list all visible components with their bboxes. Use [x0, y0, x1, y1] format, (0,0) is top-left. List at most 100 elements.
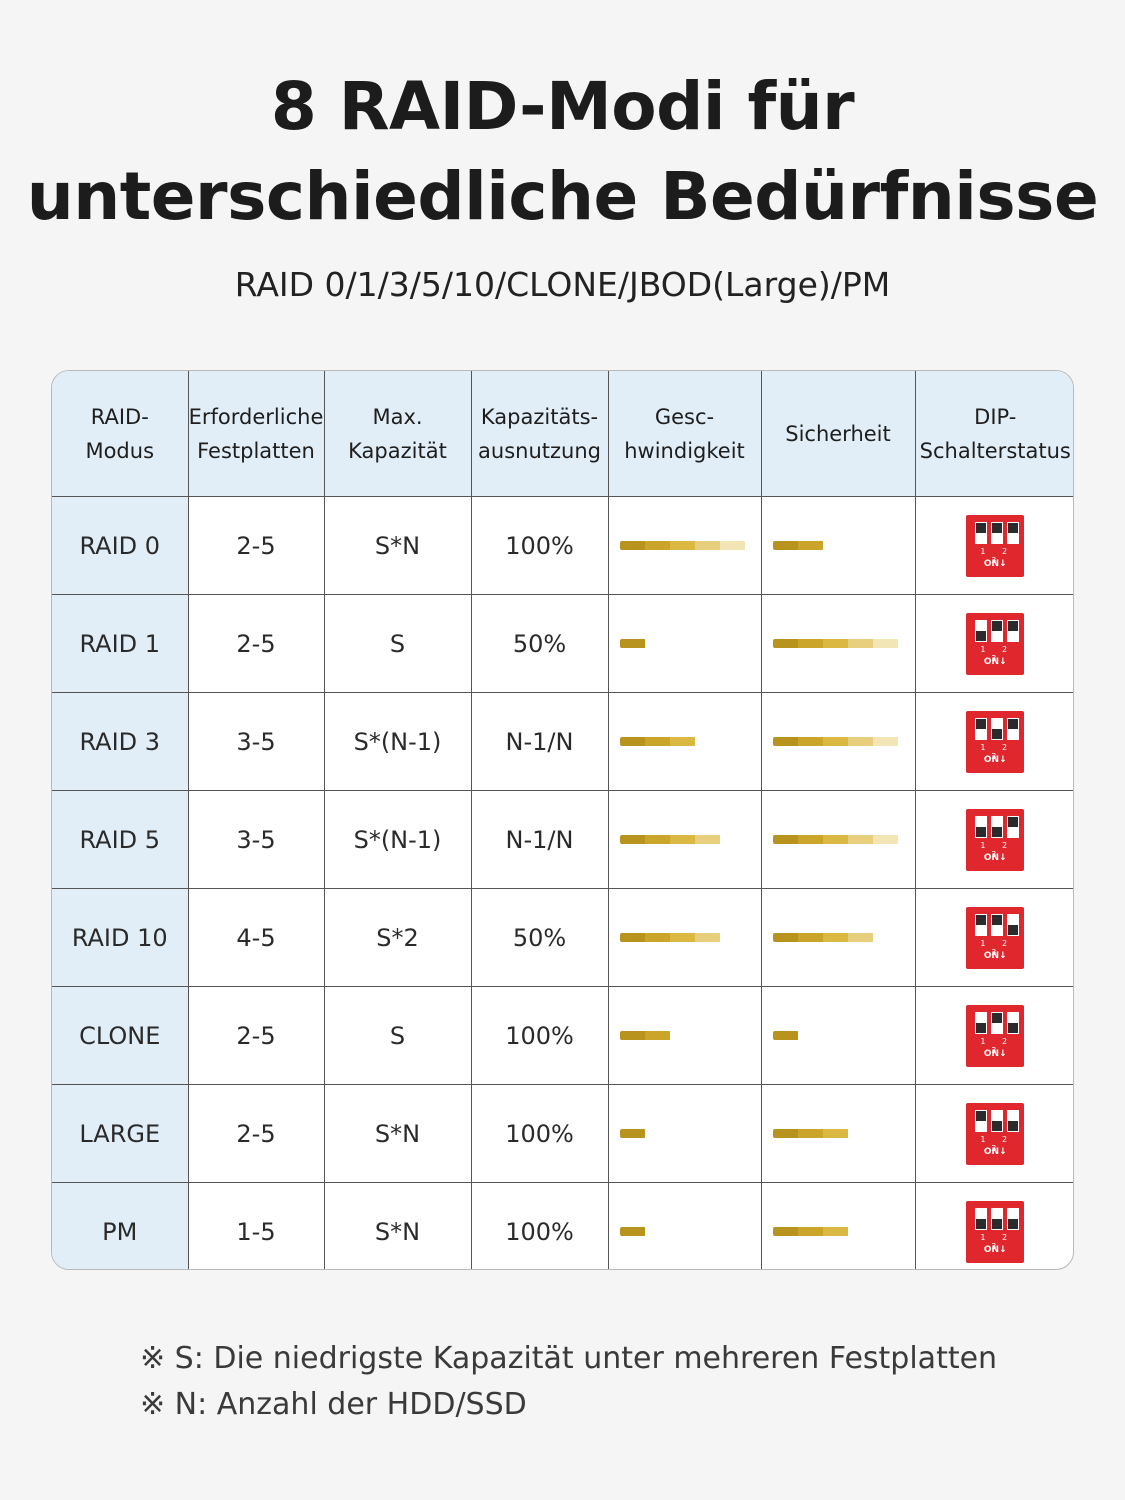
header-line: Erforderliche: [188, 404, 324, 429]
rating-segment: [847, 835, 873, 844]
rating-segment: [797, 933, 823, 942]
dip-knob: [976, 1022, 987, 1033]
dip-switch-2: [991, 717, 1004, 740]
footnote-n: ※ N: Anzahl der HDD/SSD: [140, 1387, 527, 1422]
dip-switch-2: [991, 913, 1004, 936]
rating-segment: [669, 835, 695, 844]
dip-knob: [976, 1218, 987, 1229]
usage-cell: N-1/N: [471, 790, 609, 889]
rating-segment: [694, 933, 720, 942]
dip-knob: [976, 630, 987, 641]
dip-cell: 1 2 3 ON↓: [915, 594, 1073, 693]
dip-on-label: ON↓: [983, 558, 1007, 569]
dip-on-label: ON↓: [983, 1244, 1007, 1255]
header-line: hwindigkeit: [624, 438, 745, 463]
dip-switch-1: [975, 717, 988, 740]
speed-rating-bar: [619, 933, 721, 942]
rating-segment: [619, 1031, 645, 1040]
security-cell: [761, 986, 916, 1085]
header-line: Sicherheit: [785, 421, 891, 446]
usage-cell: 100%: [471, 1084, 609, 1183]
dip-on-label: ON↓: [983, 656, 1007, 667]
speed-cell: [608, 790, 762, 889]
dip-knob: [976, 522, 987, 533]
dip-knob: [1008, 1022, 1019, 1033]
rating-segment: [619, 541, 645, 550]
dip-knob: [976, 826, 987, 837]
raid-table-container: RAID- Modus Erforderliche Festplatten Max. Ka…: [51, 370, 1074, 1270]
capacity-cell: S*N: [324, 1084, 472, 1183]
dip-cell: 1 2 3 ON↓: [915, 496, 1073, 595]
rating-segment: [772, 541, 798, 550]
usage-cell: 50%: [471, 888, 609, 987]
table-row: RAID 1 2-5 S 50% 1 2 3 ON↓: [52, 594, 1073, 693]
rating-segment: [797, 835, 823, 844]
dip-knob: [992, 826, 1003, 837]
rating-segment: [822, 1129, 848, 1138]
rating-segment: [822, 737, 848, 746]
security-rating-bar: [772, 835, 899, 844]
rating-segment: [847, 639, 873, 648]
dip-switch-3: [1007, 913, 1020, 936]
dip-knob: [992, 914, 1003, 925]
rating-segment: [694, 541, 720, 550]
capacity-cell: S*(N-1): [324, 790, 472, 889]
dip-switch-2: [991, 1109, 1004, 1132]
rating-segment: [822, 933, 848, 942]
security-cell: [761, 594, 916, 693]
dip-switch-icon: 1 2 3 ON↓: [966, 808, 1025, 871]
disks-cell: 2-5: [188, 986, 325, 1085]
mode-cell: RAID 5: [52, 790, 189, 889]
rating-segment: [669, 933, 695, 942]
rating-segment: [797, 639, 823, 648]
disks-cell: 2-5: [188, 496, 325, 595]
rating-segment: [797, 1129, 823, 1138]
dip-numbers: 1 2 3: [980, 644, 1015, 663]
table-row: CLONE 2-5 S 100% 1 2 3 ON↓: [52, 986, 1073, 1085]
rating-segment: [772, 835, 798, 844]
dip-knob: [992, 522, 1003, 533]
rating-segment: [822, 1227, 848, 1236]
dip-cell: 1 2 3 ON↓: [915, 692, 1073, 791]
dip-knob: [1008, 816, 1019, 827]
dip-knob: [992, 620, 1003, 631]
dip-on-label: ON↓: [983, 1048, 1007, 1059]
rating-segment: [719, 541, 745, 550]
header-line: Gesc-: [654, 404, 715, 429]
security-rating-bar: [772, 933, 874, 942]
mode-cell: CLONE: [52, 986, 189, 1085]
speed-cell: [608, 888, 762, 987]
dip-switch-3: [1007, 815, 1020, 838]
rating-segment: [797, 737, 823, 746]
dip-cell: 1 2 3 ON↓: [915, 790, 1073, 889]
header-line: Festplatten: [197, 438, 315, 463]
dip-switch-3: [1007, 1011, 1020, 1034]
rating-segment: [872, 639, 898, 648]
table-body: RAID 0 2-5 S*N 100% 1 2 3 ON↓ RAID 1 2-5 S 50% 1 2…: [52, 496, 1073, 1269]
usage-cell: N-1/N: [471, 692, 609, 791]
rating-segment: [669, 541, 695, 550]
dip-numbers: 1 2 3: [980, 742, 1015, 761]
capacity-cell: S: [324, 594, 472, 693]
page-subtitle: RAID 0/1/3/5/10/CLONE/JBOD(Large)/PM: [234, 265, 891, 304]
dip-on-label: ON↓: [983, 754, 1007, 765]
rating-segment: [619, 1129, 645, 1138]
header-raid-mode: RAID- Modus: [52, 371, 189, 497]
rating-segment: [644, 1031, 670, 1040]
rating-segment: [847, 933, 873, 942]
security-rating-bar: [772, 639, 899, 648]
rating-segment: [669, 737, 695, 746]
disks-cell: 4-5: [188, 888, 325, 987]
dip-switch-icon: 1 2 3 ON↓: [966, 514, 1025, 577]
disks-cell: 3-5: [188, 692, 325, 791]
security-cell: [761, 1182, 916, 1269]
rating-segment: [872, 737, 898, 746]
dip-cell: 1 2 3 ON↓: [915, 986, 1073, 1085]
rating-segment: [772, 639, 798, 648]
rating-segment: [772, 1031, 798, 1040]
dip-knob: [1008, 718, 1019, 729]
disks-cell: 3-5: [188, 790, 325, 889]
rating-segment: [619, 639, 645, 648]
dip-knob: [976, 1110, 987, 1121]
header-security: Sicherheit: [761, 371, 916, 497]
